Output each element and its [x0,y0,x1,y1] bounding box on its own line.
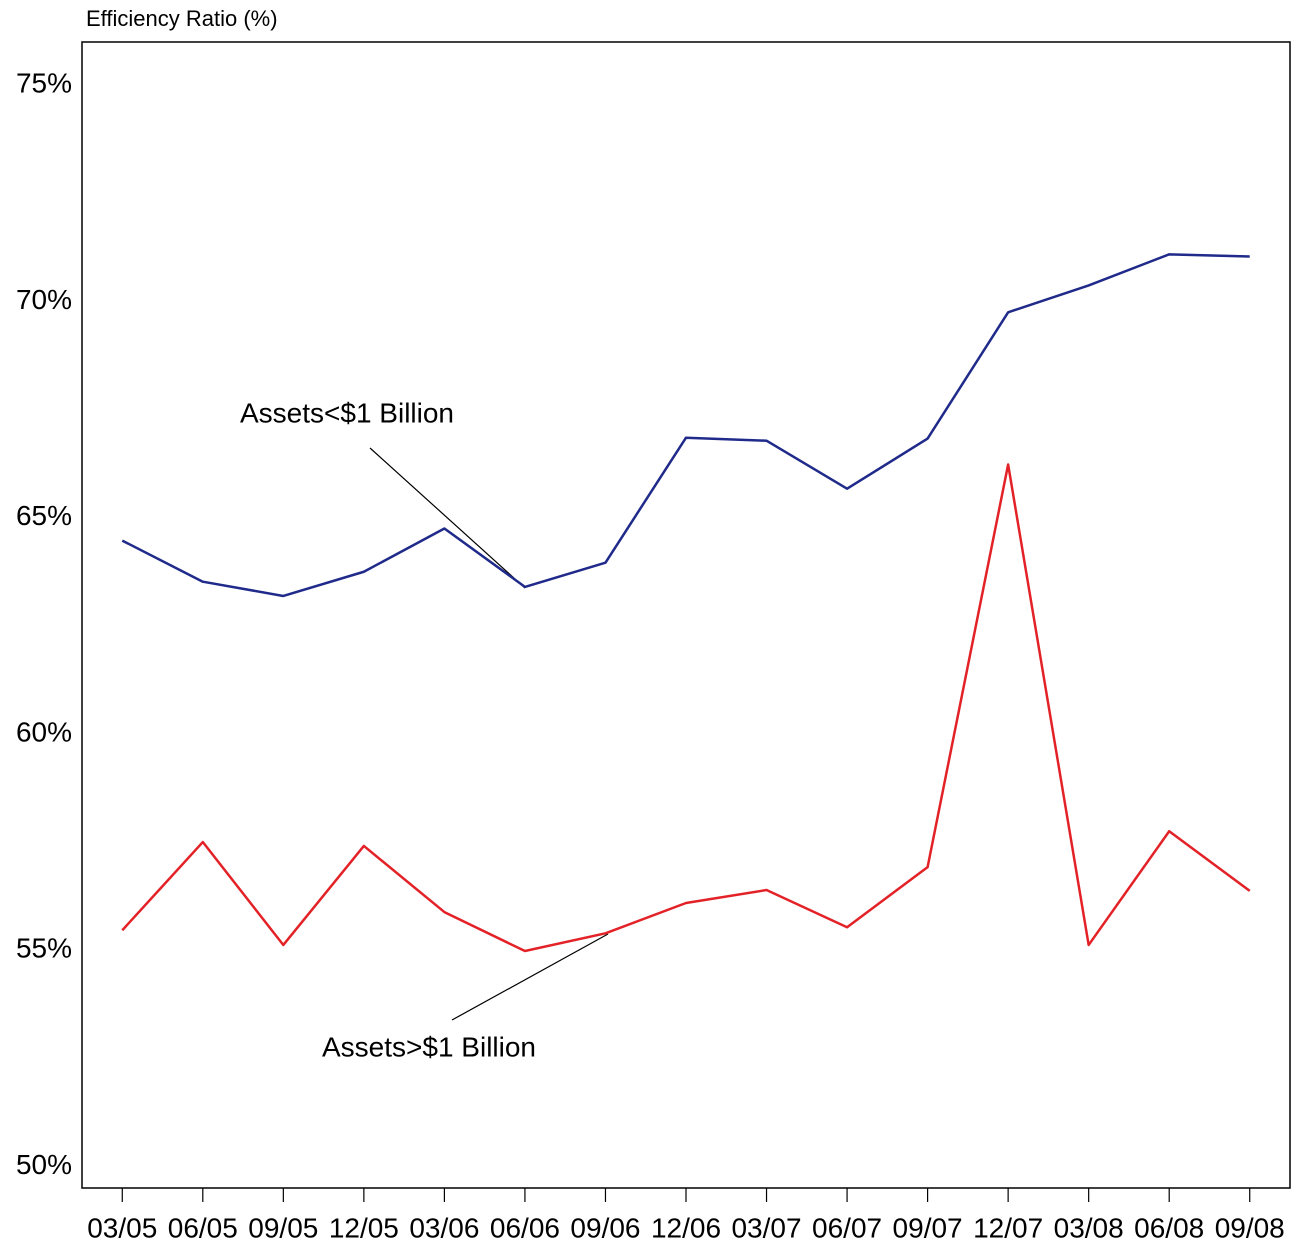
series-annotation: Assets<$1 Billion [240,397,454,428]
y-tick-label: 55% [16,933,72,964]
series-line [121,463,1251,953]
series-line [121,253,1250,598]
series-annotation: Assets>$1 Billion [322,1031,536,1062]
x-tick-label: 06/07 [812,1212,882,1243]
x-tick-label: 09/08 [1215,1212,1285,1243]
y-tick-label: 75% [16,68,72,99]
x-tick-label: 12/07 [973,1212,1043,1243]
x-tick-label: 09/05 [248,1212,318,1243]
y-tick-label: 70% [16,284,72,315]
x-tick-label: 06/05 [168,1212,238,1243]
x-tick-label: 06/08 [1134,1212,1204,1243]
x-tick-label: 03/07 [731,1212,801,1243]
x-tick-label: 03/06 [409,1212,479,1243]
y-tick-label: 60% [16,716,72,747]
leader-line [369,447,526,589]
y-tick-label: 65% [16,500,72,531]
y-axis-label: Efficiency Ratio (%) [86,6,278,31]
x-tick-label: 03/08 [1054,1212,1124,1243]
x-tick-label: 12/05 [329,1212,399,1243]
x-tick-label: 03/05 [87,1212,157,1243]
x-tick-label: 09/06 [570,1212,640,1243]
y-tick-label: 50% [16,1149,72,1180]
plot-frame [81,41,1291,1189]
leader-line [451,933,609,1021]
x-tick-label: 06/06 [490,1212,560,1243]
x-tick-label: 12/06 [651,1212,721,1243]
x-tick-label: 09/07 [893,1212,963,1243]
